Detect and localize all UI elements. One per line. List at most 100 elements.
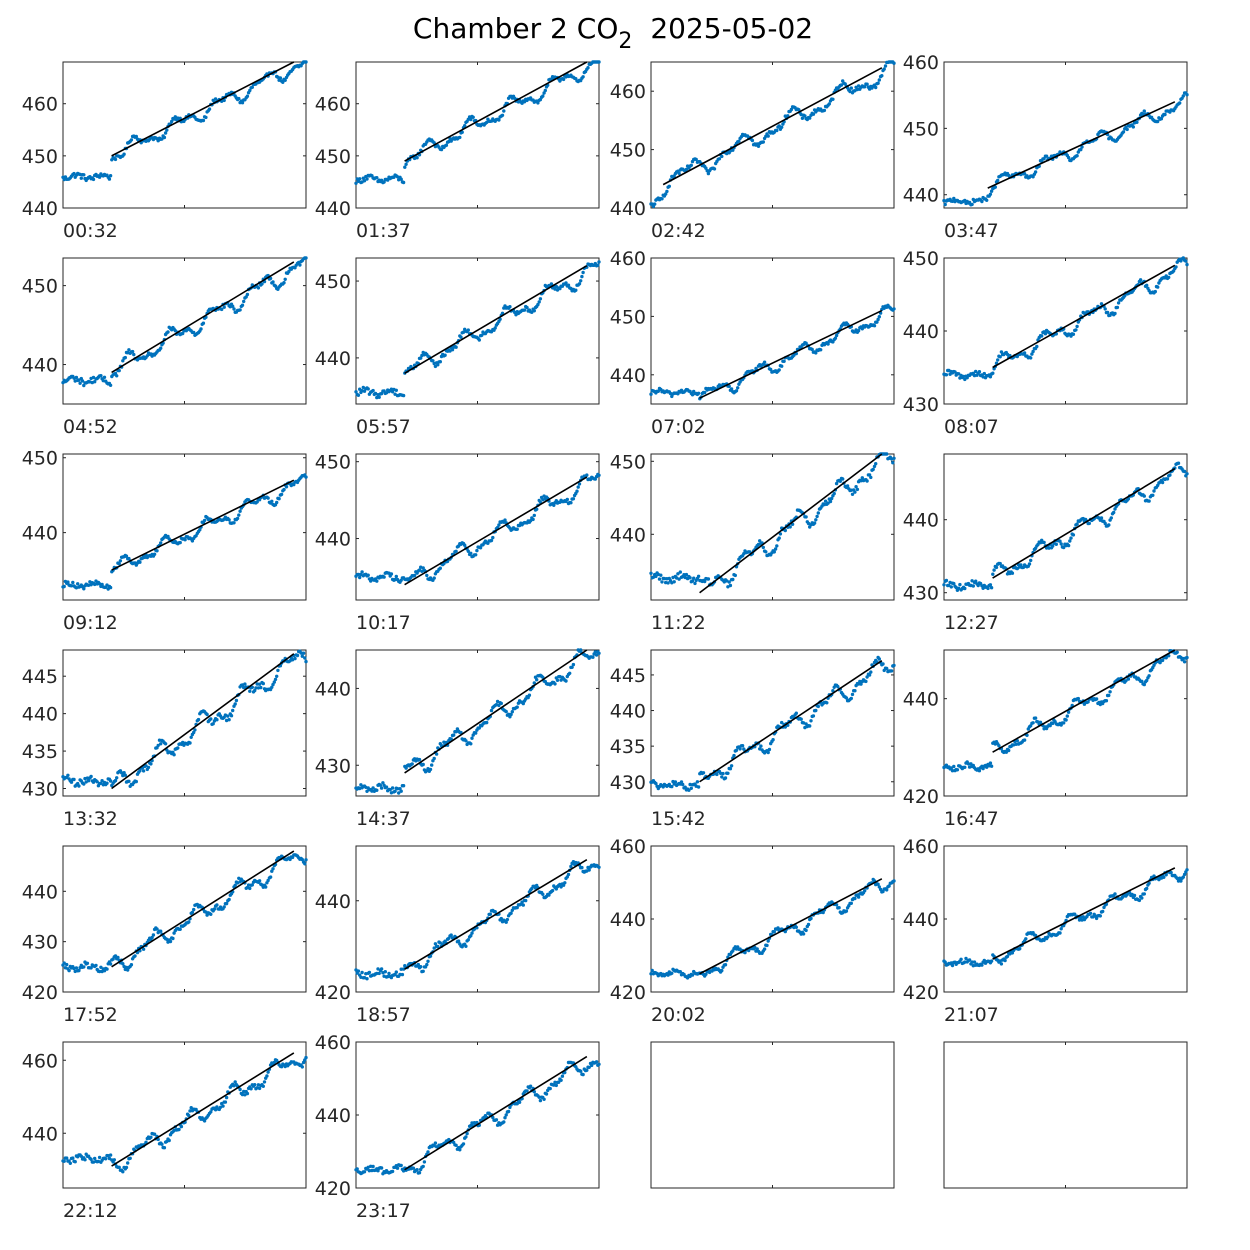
data-point (942, 583, 946, 587)
data-point (581, 75, 585, 79)
data-point (287, 269, 291, 274)
data-point (1031, 349, 1035, 354)
data-point (1181, 875, 1186, 879)
data-point (517, 1100, 522, 1105)
y-tick-label: 440 (315, 678, 351, 700)
data-point (1058, 931, 1062, 935)
data-point (235, 516, 240, 521)
data-point (559, 678, 563, 682)
data-point (877, 885, 881, 889)
data-point (438, 941, 442, 945)
data-point (99, 965, 103, 969)
data-point (1147, 881, 1151, 885)
data-point (827, 102, 831, 106)
data-point (163, 131, 168, 135)
panel-axes-box (943, 257, 1188, 405)
data-point (359, 783, 363, 787)
data-point (766, 134, 770, 138)
y-tick-label: 440 (315, 1105, 351, 1127)
data-point (268, 276, 273, 281)
data-point (474, 731, 478, 735)
data-point (550, 888, 555, 893)
data-point (856, 895, 861, 899)
data-point (238, 308, 242, 312)
data-point (963, 586, 967, 591)
data-point (755, 947, 759, 951)
data-point (209, 717, 213, 721)
data-point (549, 282, 554, 286)
data-point (233, 883, 237, 887)
data-point (160, 1142, 164, 1146)
data-point (788, 525, 792, 529)
data-point (237, 513, 241, 517)
data-point (504, 920, 508, 924)
data-point (127, 348, 131, 352)
data-point (690, 973, 695, 977)
data-point (849, 901, 853, 905)
data-point (892, 307, 896, 311)
data-point (590, 1063, 594, 1068)
y-tick-label: 450 (903, 118, 939, 140)
data-point (649, 972, 653, 976)
data-point (367, 1169, 372, 1173)
data-point (112, 1158, 117, 1162)
data-point (227, 897, 231, 902)
data-point (215, 718, 219, 722)
data-point (1005, 954, 1010, 959)
data-point (808, 724, 812, 728)
data-point (188, 741, 192, 745)
data-point (892, 879, 896, 883)
data-point (696, 785, 701, 789)
data-point (1022, 172, 1027, 176)
data-point (410, 762, 414, 766)
data-point (74, 375, 79, 380)
data-point (1042, 540, 1046, 545)
data-point (86, 779, 91, 783)
data-point (1079, 147, 1083, 152)
data-point (712, 167, 717, 171)
data-points (649, 877, 896, 980)
data-point (1003, 958, 1007, 963)
data-points (942, 868, 1189, 968)
data-point (159, 346, 163, 350)
data-point (253, 688, 257, 693)
data-point (77, 784, 81, 788)
data-point (672, 580, 676, 584)
data-point (649, 571, 653, 575)
data-point (860, 327, 864, 331)
data-point (256, 286, 261, 290)
data-point (738, 747, 742, 751)
data-point (891, 461, 895, 465)
data-point (872, 324, 877, 328)
data-point (181, 331, 185, 336)
data-point (115, 776, 119, 780)
data-point (419, 965, 423, 969)
data-point (356, 572, 361, 577)
y-tick-label: 420 (315, 982, 351, 1004)
data-point (587, 868, 591, 872)
data-point (69, 584, 74, 588)
data-point (701, 771, 706, 775)
data-point (354, 181, 358, 185)
data-point (117, 1165, 121, 1170)
data-point (104, 1157, 108, 1161)
data-point (89, 774, 93, 779)
data-point (1113, 892, 1117, 896)
data-point (421, 969, 425, 973)
data-point (695, 780, 700, 784)
data-point (865, 675, 869, 679)
data-point (1086, 700, 1090, 704)
data-point (270, 499, 274, 503)
data-point (257, 879, 262, 883)
data-point (521, 701, 525, 706)
data-point (79, 1154, 84, 1159)
data-point (379, 1166, 384, 1170)
data-point (777, 368, 781, 372)
data-point (687, 788, 691, 792)
data-point (271, 280, 275, 284)
data-point (1087, 521, 1092, 526)
data-point (581, 1072, 585, 1077)
